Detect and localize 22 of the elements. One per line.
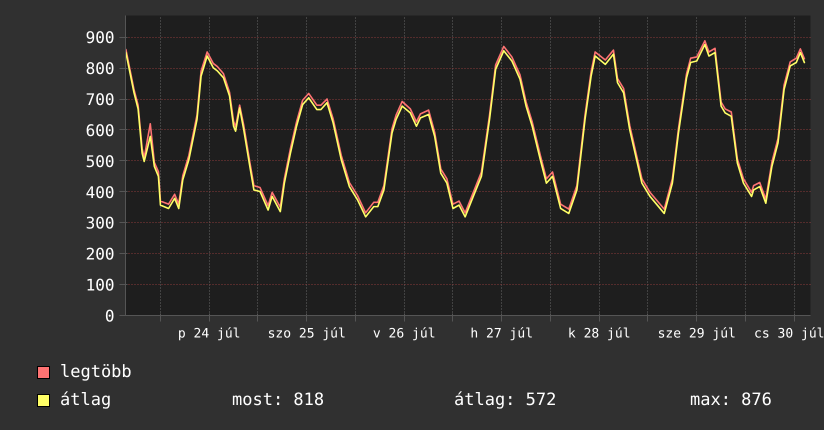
x-tick-label: sze 29 júl xyxy=(658,326,736,342)
text: max: 876 xyxy=(690,389,773,412)
x-tick-label: k 28 júl xyxy=(568,326,631,342)
text: átlag: 572 xyxy=(454,389,558,412)
x-tick-label: v 26 júl xyxy=(372,326,436,342)
y-tick-label: 100 xyxy=(86,276,115,295)
y-tick-label: 400 xyxy=(86,182,115,202)
x-tick-label: szo 25 júl xyxy=(268,326,346,342)
y-tick-label: 0 xyxy=(104,306,115,326)
x-tick-label: p 24 júl xyxy=(178,326,241,342)
legend-label: legtöbb xyxy=(60,361,133,384)
text: most: 818 xyxy=(232,389,326,412)
y-tick-label: 200 xyxy=(86,244,115,264)
legend-label: átlag xyxy=(60,389,112,412)
y-tick-label: 500 xyxy=(86,152,115,171)
y-tick-label: 900 xyxy=(86,28,115,48)
y-tick-label: 300 xyxy=(86,214,115,233)
x-tick-label: h 27 júl xyxy=(470,326,534,342)
y-tick-label: 800 xyxy=(86,59,115,78)
x-tick-label: cs 30 júl xyxy=(754,326,824,342)
y-tick-label: 700 xyxy=(86,90,115,110)
y-tick-label: 600 xyxy=(86,120,115,140)
